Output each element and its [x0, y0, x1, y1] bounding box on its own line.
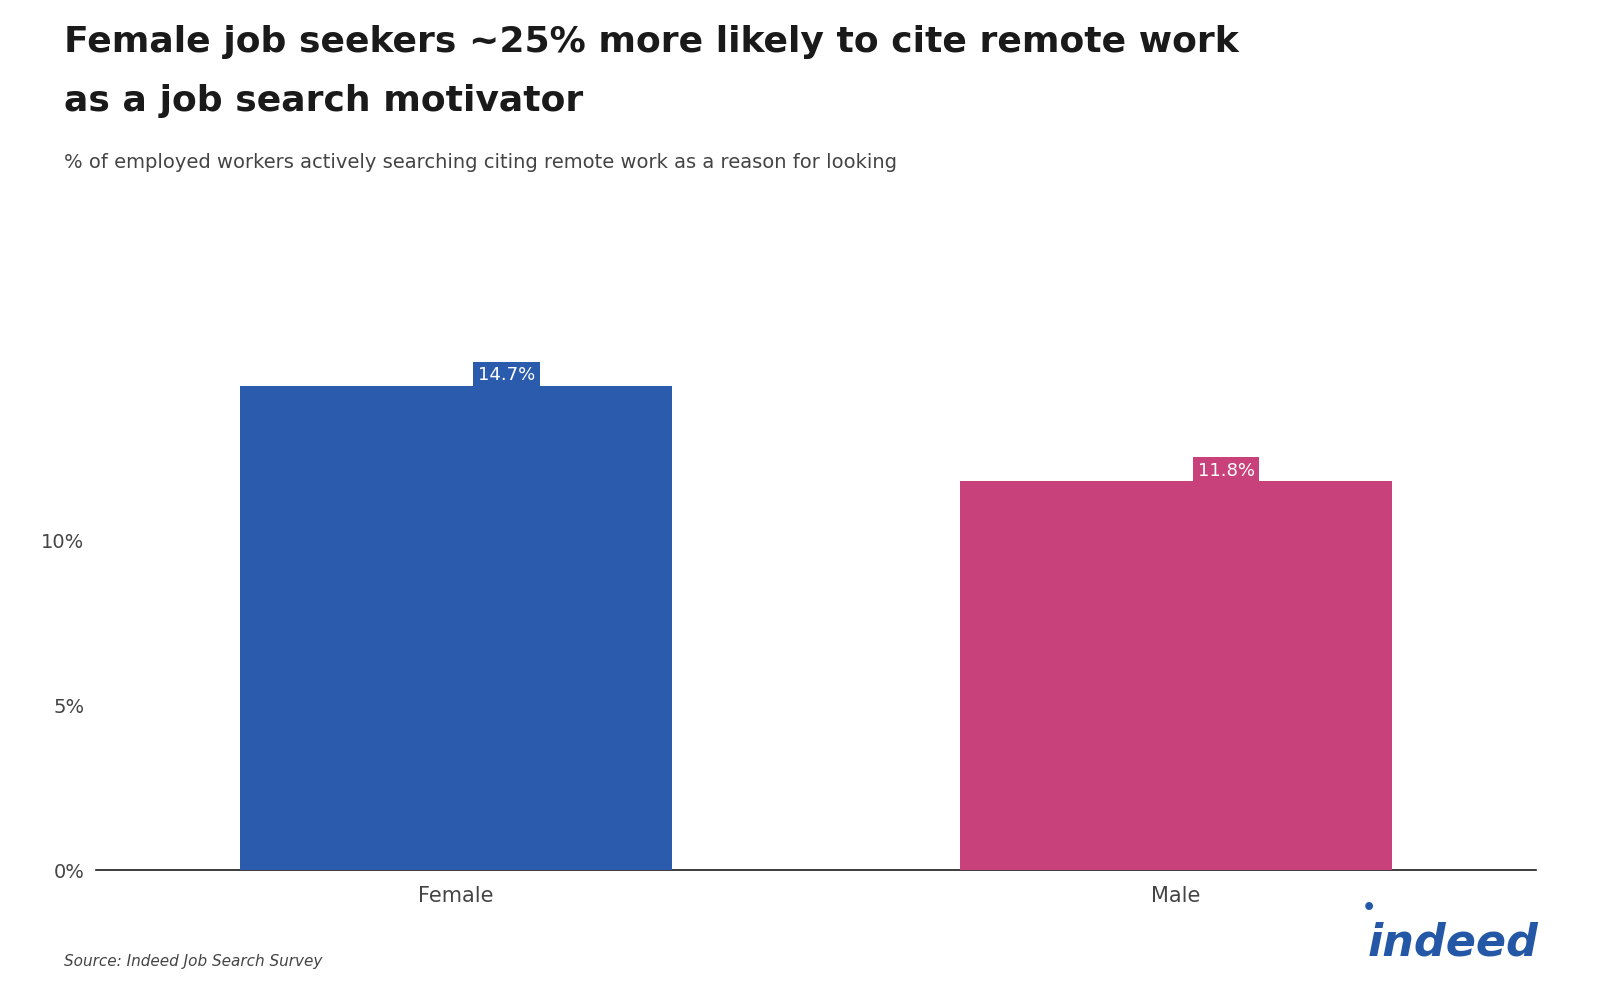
Bar	[960, 482, 1392, 870]
Text: as a job search motivator: as a job search motivator	[64, 84, 584, 118]
Text: 11.8%: 11.8%	[1198, 462, 1254, 480]
Text: Source: Indeed Job Search Survey: Source: Indeed Job Search Survey	[64, 954, 322, 969]
Text: indeed: indeed	[1368, 922, 1539, 964]
Text: % of employed workers actively searching citing remote work as a reason for look: % of employed workers actively searching…	[64, 153, 898, 172]
Bar	[240, 386, 672, 870]
Text: •: •	[1362, 898, 1376, 918]
Text: Female job seekers ~25% more likely to cite remote work: Female job seekers ~25% more likely to c…	[64, 25, 1238, 58]
Text: 14.7%: 14.7%	[478, 366, 534, 384]
